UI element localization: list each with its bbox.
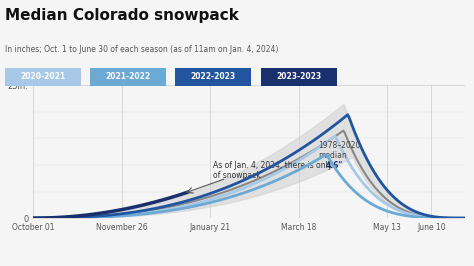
- Text: In inches; Oct. 1 to June 30 of each season (as of 11am on Jan. 4, 2024): In inches; Oct. 1 to June 30 of each sea…: [5, 45, 278, 54]
- Text: 2020-2021: 2020-2021: [20, 72, 65, 81]
- Text: Median Colorado snowpack: Median Colorado snowpack: [5, 8, 238, 23]
- Text: of snowpack: of snowpack: [213, 171, 261, 180]
- Text: As of Jan. 4, 2024, there is only: As of Jan. 4, 2024, there is only: [213, 161, 335, 170]
- Text: 1978–2020
median: 1978–2020 median: [318, 141, 360, 160]
- Text: 2023-2023: 2023-2023: [276, 72, 321, 81]
- Text: 4.6": 4.6": [326, 161, 343, 170]
- Text: 2022-2023: 2022-2023: [191, 72, 236, 81]
- Text: 2021-2022: 2021-2022: [105, 72, 151, 81]
